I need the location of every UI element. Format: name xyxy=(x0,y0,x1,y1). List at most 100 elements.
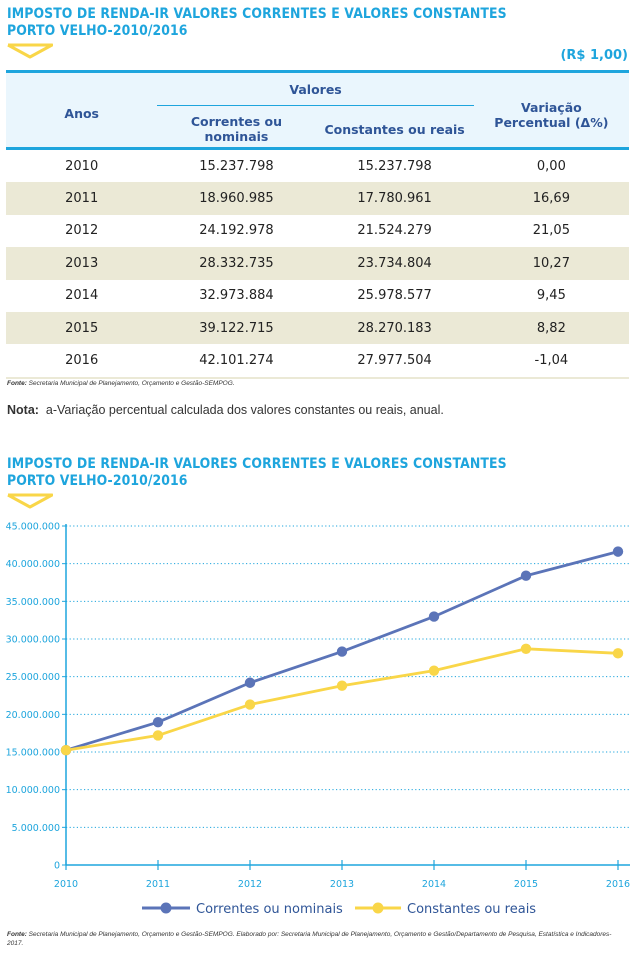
table-title-line2: PORTO VELHO-2010/2016 xyxy=(7,23,188,39)
table-title-line1: IMPOSTO DE RENDA-IR VALORES CORRENTES E … xyxy=(7,6,507,22)
table-row: 2014 32.973.884 25.978.577 9,45 xyxy=(6,280,629,312)
header-valores: Valores xyxy=(157,71,474,111)
cell-ano: 2012 xyxy=(65,223,99,239)
chart-source-note: Fonte: Secretaria Municipal de Planejame… xyxy=(7,930,627,948)
table-row: 2011 18.960.985 17.780.961 16,69 xyxy=(6,182,629,215)
line-chart: 0 5.000.000 10.000.000 15.000.000 20.000.000… xyxy=(6,522,631,891)
cell-correntes: 28.332.735 xyxy=(157,247,316,280)
chart-legend: Correntes ou nominais Constantes ou reai… xyxy=(142,902,536,917)
data-point-real xyxy=(520,643,532,654)
legend-marker-nominal xyxy=(160,902,172,914)
legend-item-nominal: Correntes ou nominais xyxy=(142,902,343,917)
cell-constantes: 23.734.804 xyxy=(315,247,474,280)
header-variacao-line2: Percentual (Δ%) xyxy=(494,114,609,130)
legend-label-real: Constantes ou reais xyxy=(407,902,536,917)
header-variacao: Variação Percentual (Δ%) xyxy=(473,71,629,149)
data-point-nominal xyxy=(612,546,624,557)
data-point-real xyxy=(428,665,440,676)
legend-label-nominal: Correntes ou nominais xyxy=(196,902,343,917)
unit-label: (R$ 1,00) xyxy=(560,48,628,63)
table-row: 2012 24.192.978 21.524.279 21,05 xyxy=(6,215,629,247)
data-point-real xyxy=(244,699,256,710)
header-valores-label: Valores xyxy=(289,82,342,97)
cell-correntes: 42.101.274 xyxy=(157,344,316,379)
cell-variacao: 0,00 xyxy=(536,158,566,174)
cell-variacao: 10,27 xyxy=(473,247,629,280)
cell-ano: 2016 xyxy=(6,344,158,379)
table-row: 2013 28.332.735 23.734.804 10,27 xyxy=(6,247,629,280)
source-text: Secretaria Municipal de Planejamento, Or… xyxy=(7,931,612,947)
header-correntes: Correntes ou nominais xyxy=(157,111,316,149)
cell-variacao: 16,69 xyxy=(473,182,629,215)
data-point-nominal xyxy=(152,716,164,728)
cell-ano: 2010 xyxy=(65,158,99,174)
cell-correntes: 24.192.978 xyxy=(199,223,274,239)
y-tick-label: 45.000.000 xyxy=(6,522,60,533)
source-label: Fonte: xyxy=(7,931,27,938)
x-tick-label: 2011 xyxy=(146,879,170,890)
header-constantes: Constantes ou reais xyxy=(315,111,474,149)
table-source-note: Fonte: Secretaria Municipal de Planejame… xyxy=(7,380,235,387)
x-tick-label: 2014 xyxy=(422,879,446,890)
y-tick-label: 30.000.000 xyxy=(6,635,60,646)
cell-constantes: 25.978.577 xyxy=(357,288,432,304)
series-line-real xyxy=(65,647,619,752)
data-point-nominal xyxy=(520,570,532,581)
source-label: Fonte: xyxy=(7,380,27,387)
y-tick-label: 0 xyxy=(54,861,60,872)
source-text: Secretaria Municipal de Planejamento, Or… xyxy=(26,380,235,387)
table-note: Nota: a-Variação percentual calculada do… xyxy=(7,403,444,417)
data-point-nominal xyxy=(336,646,348,657)
y-tick-label: 40.000.000 xyxy=(6,559,60,570)
data-table: Anos Valores Variação Percentual (Δ%) Co… xyxy=(6,70,629,379)
cell-constantes: 21.524.279 xyxy=(357,223,432,239)
table-row: 2016 42.101.274 27.977.504 -1,04 xyxy=(6,344,629,379)
x-tick-label: 2016 xyxy=(606,879,630,890)
y-tick-label: 20.000.000 xyxy=(6,710,60,721)
x-tick-label: 2015 xyxy=(514,879,538,890)
data-point-real xyxy=(336,680,348,691)
x-tick-label: 2010 xyxy=(54,879,78,890)
header-anos: Anos xyxy=(6,71,158,149)
data-point-real xyxy=(612,648,624,659)
y-tick-label: 25.000.000 xyxy=(6,672,60,683)
cell-correntes: 18.960.985 xyxy=(157,182,316,215)
header-variacao-line1: Variação xyxy=(520,99,582,115)
cell-constantes: 17.780.961 xyxy=(315,182,474,215)
cell-variacao: 9,45 xyxy=(536,288,566,304)
x-tick-label: 2013 xyxy=(330,879,354,890)
triangle-marker-icon xyxy=(7,43,53,59)
cell-constantes: 15.237.798 xyxy=(357,158,432,174)
legend-marker-real xyxy=(372,902,384,914)
cell-ano: 2015 xyxy=(6,311,158,345)
table-row: 2015 39.122.715 28.270.183 8,82 xyxy=(6,311,629,345)
y-tick-label: 15.000.000 xyxy=(6,748,60,759)
data-point-real xyxy=(152,730,164,741)
table-row: 2010 15.237.798 15.237.798 0,00 xyxy=(6,149,629,183)
data-point-nominal xyxy=(428,611,440,622)
x-tick-label: 2012 xyxy=(238,879,262,890)
data-point-nominal xyxy=(244,677,256,688)
header-divider xyxy=(157,105,474,106)
data-point-real xyxy=(60,745,72,756)
cell-ano: 2013 xyxy=(6,247,158,280)
y-tick-label: 10.000.000 xyxy=(6,785,60,796)
triangle-marker-icon xyxy=(7,493,53,509)
cell-correntes: 32.973.884 xyxy=(199,288,274,304)
cell-variacao: 8,82 xyxy=(473,311,629,345)
cell-constantes: 28.270.183 xyxy=(315,311,474,345)
cell-constantes: 27.977.504 xyxy=(315,344,474,379)
note-text: a-Variação percentual calculada dos valo… xyxy=(38,403,444,417)
chart-title-line1: IMPOSTO DE RENDA-IR VALORES CORRENTES E … xyxy=(7,456,507,472)
cell-ano: 2014 xyxy=(65,288,99,304)
chart-title-line2: PORTO VELHO-2010/2016 xyxy=(7,473,188,489)
y-tick-label: 5.000.000 xyxy=(12,823,60,834)
cell-correntes: 15.237.798 xyxy=(199,158,274,174)
cell-variacao: -1,04 xyxy=(473,344,629,379)
y-tick-label: 35.000.000 xyxy=(6,597,60,608)
cell-variacao: 21,05 xyxy=(532,223,570,239)
legend-item-real: Constantes ou reais xyxy=(355,902,536,917)
note-label: Nota: xyxy=(7,403,39,417)
cell-correntes: 39.122.715 xyxy=(157,311,316,345)
cell-ano: 2011 xyxy=(6,182,158,215)
